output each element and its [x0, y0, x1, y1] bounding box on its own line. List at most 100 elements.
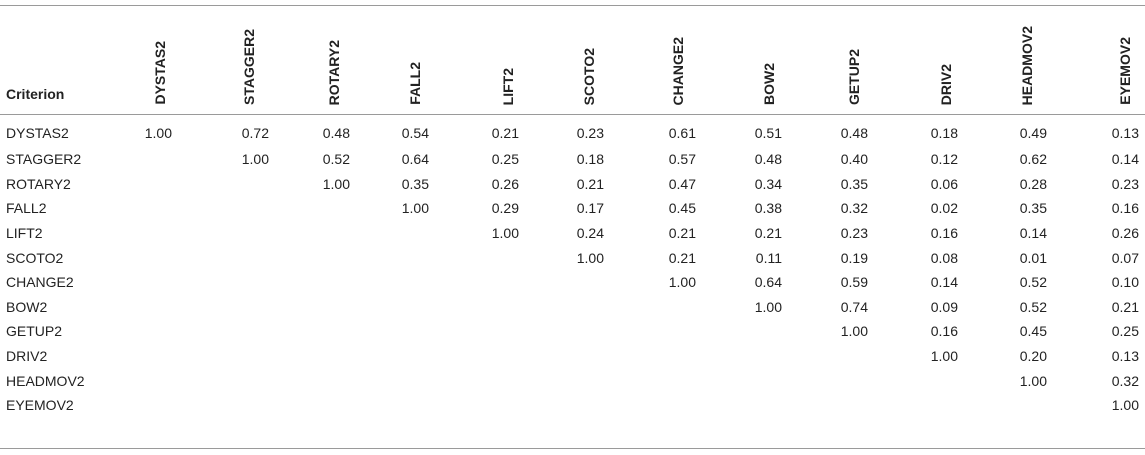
correlation-cell: [178, 368, 275, 393]
correlation-cell: 0.14: [930, 274, 958, 291]
correlation-cell: [178, 196, 275, 221]
table-row: STAGGER2 1.00 0.52 0.64 0.25 0.18 0.57 0.48 0.40…: [0, 147, 1145, 172]
correlation-cell: 0.21: [668, 249, 696, 266]
correlation-cell: [100, 344, 178, 369]
correlation-cell: [178, 245, 275, 270]
row-label: SCOTO2: [6, 249, 64, 266]
correlation-cell: 1.00: [1019, 372, 1047, 389]
correlation-cell: [356, 270, 435, 295]
correlation-cell: [435, 344, 525, 369]
correlation-cell: [100, 221, 178, 246]
correlation-cell: [178, 295, 275, 320]
column-header-label: DYSTAS2: [152, 41, 168, 105]
correlation-cell: [275, 245, 356, 270]
correlation-cell: 0.13: [1111, 124, 1139, 141]
correlation-cell: 0.12: [930, 151, 958, 168]
correlation-cell: 0.09: [930, 298, 958, 315]
correlation-cell: 0.25: [1111, 323, 1139, 340]
table-row: BOW2 1.00 0.74 0.09 0.52 0.21: [0, 295, 1145, 320]
correlation-cell: 0.19: [840, 249, 868, 266]
correlation-cell: [525, 368, 610, 393]
correlation-cell: 0.34: [754, 175, 782, 192]
column-header-label: SCOTO2: [581, 47, 597, 105]
correlation-cell: 0.45: [1019, 323, 1047, 340]
column-header-label: STAGGER2: [241, 29, 257, 105]
column-header-label: GETUP2: [846, 48, 862, 105]
row-label: DYSTAS2: [6, 124, 69, 141]
table-row: CHANGE2 1.00 0.64 0.59 0.14 0.52 0.10: [0, 270, 1145, 295]
correlation-cell: [100, 295, 178, 320]
column-header: CHANGE2: [610, 5, 702, 114]
correlation-cell: 0.07: [1111, 249, 1139, 266]
correlation-cell: 0.35: [840, 175, 868, 192]
correlation-cell: 0.64: [401, 151, 429, 168]
correlation-cell: 0.35: [1019, 200, 1047, 217]
correlation-cell: 0.32: [840, 200, 868, 217]
correlation-cell: [275, 344, 356, 369]
correlation-cell: [275, 295, 356, 320]
correlation-cell: 0.21: [576, 175, 604, 192]
correlation-cell: [275, 319, 356, 344]
correlation-cell: 0.21: [754, 225, 782, 242]
correlation-cell: 0.54: [401, 124, 429, 141]
correlation-cell: 0.08: [930, 249, 958, 266]
correlation-cell: 0.16: [930, 323, 958, 340]
table-row: DYSTAS2 1.00 0.72 0.48 0.54 0.21 0.23 0.61 0.51 0…: [0, 114, 1145, 147]
correlation-cell: [178, 270, 275, 295]
table-row: SCOTO2 1.00 0.21 0.11 0.19 0.08 0.01 0.07: [0, 245, 1145, 270]
correlation-cell: 0.18: [930, 124, 958, 141]
correlation-cell: 0.25: [491, 151, 519, 168]
top-rule: [0, 5, 1145, 6]
column-header-label: ROTARY2: [326, 39, 342, 105]
correlation-cell: 1.00: [668, 274, 696, 291]
correlation-cell: [178, 344, 275, 369]
correlation-cell: 1.00: [241, 151, 269, 168]
correlation-cell: 0.21: [491, 124, 519, 141]
correlation-cell: [275, 221, 356, 246]
row-label: LIFT2: [6, 225, 43, 242]
column-header: ROTARY2: [275, 5, 356, 114]
correlation-cell: [610, 344, 702, 369]
correlation-cell: 1.00: [322, 175, 350, 192]
correlation-cell: [100, 270, 178, 295]
correlation-cell: 0.49: [1019, 124, 1047, 141]
correlation-cell: 0.45: [668, 200, 696, 217]
correlation-cell: 1.00: [1111, 397, 1139, 414]
correlation-cell: [435, 245, 525, 270]
row-label: DRIV2: [6, 348, 48, 365]
correlation-cell: 0.52: [322, 151, 350, 168]
correlation-cell: 1.00: [840, 323, 868, 340]
column-header-label: BOW2: [761, 63, 777, 105]
correlation-cell: 0.23: [840, 225, 868, 242]
correlation-cell: 0.52: [1019, 274, 1047, 291]
correlation-cell: [178, 172, 275, 197]
correlation-cell: 0.59: [840, 274, 868, 291]
correlation-cell: [435, 295, 525, 320]
correlation-cell: 0.40: [840, 151, 868, 168]
correlation-cell: [100, 147, 178, 172]
correlation-cell: 0.23: [576, 124, 604, 141]
correlation-cell: 1.00: [144, 124, 172, 141]
correlation-table: Criterion DYSTAS2 STAGGER2 ROTARY2 FALL2 LIF…: [0, 5, 1145, 418]
correlation-cell: 0.11: [755, 249, 782, 266]
correlation-cell: [525, 319, 610, 344]
correlation-cell: [702, 344, 788, 369]
correlation-cell: 1.00: [401, 200, 429, 217]
correlation-cell: [964, 393, 1053, 418]
correlation-cell: [525, 344, 610, 369]
correlation-cell: 0.23: [1111, 175, 1139, 192]
correlation-cell: 1.00: [930, 348, 958, 365]
correlation-cell: [275, 196, 356, 221]
correlation-cell: [610, 368, 702, 393]
correlation-cell: 0.28: [1019, 175, 1047, 192]
table-row: ROTARY2 1.00 0.35 0.26 0.21 0.47 0.34 0.35 0.06 0…: [0, 172, 1145, 197]
correlation-cell: 0.74: [840, 298, 868, 315]
correlation-cell: [874, 393, 964, 418]
correlation-cell: [178, 393, 275, 418]
correlation-cell: [874, 368, 964, 393]
correlation-cell: [100, 196, 178, 221]
table-row: EYEMOV2 1.00: [0, 393, 1145, 418]
correlation-cell: [178, 319, 275, 344]
column-header: SCOTO2: [525, 5, 610, 114]
